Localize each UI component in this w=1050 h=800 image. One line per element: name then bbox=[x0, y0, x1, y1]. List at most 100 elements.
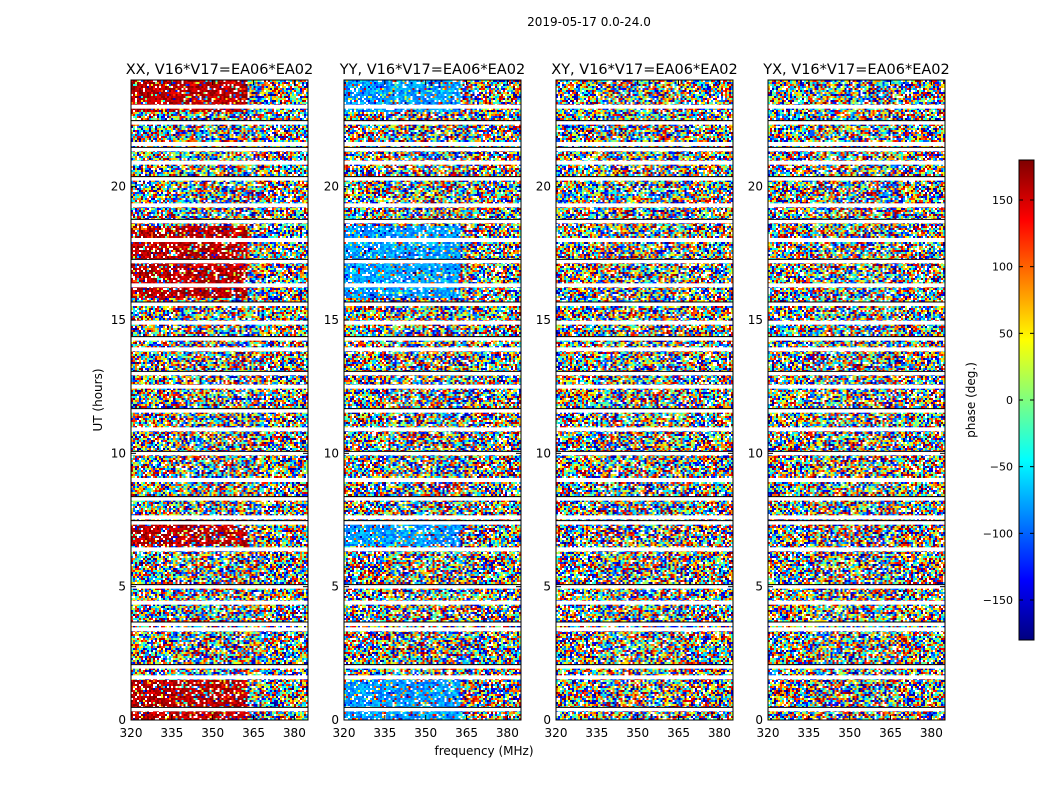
flag-gap bbox=[344, 675, 521, 680]
flag-gap bbox=[768, 675, 945, 680]
flag-gap bbox=[556, 427, 733, 432]
y-tick-label: 0 bbox=[543, 713, 551, 727]
flag-gap bbox=[768, 259, 945, 264]
colorbar-tick-label: 100 bbox=[992, 261, 1013, 274]
flag-gap bbox=[556, 496, 733, 501]
colorbar-label: phase (deg.) bbox=[964, 362, 978, 438]
flag-gap bbox=[131, 520, 308, 525]
y-tick-label: 20 bbox=[111, 180, 126, 194]
flag-gap bbox=[344, 515, 521, 520]
x-tick-label: 335 bbox=[373, 726, 396, 740]
y-tick-label: 5 bbox=[118, 580, 126, 594]
flag-gap bbox=[344, 238, 521, 242]
flag-gap bbox=[556, 371, 733, 376]
flag-gap bbox=[131, 547, 308, 552]
y-tick-label: 15 bbox=[111, 313, 126, 327]
flag-gap bbox=[768, 336, 945, 341]
flag-gap bbox=[344, 622, 521, 626]
panel-4-heatmap bbox=[768, 80, 945, 720]
flag-gap bbox=[131, 347, 308, 352]
flag-gap bbox=[131, 664, 308, 669]
flag-gap bbox=[131, 584, 308, 589]
flag-gap bbox=[768, 384, 945, 389]
panel-3-heatmap bbox=[556, 80, 733, 720]
flag-gap bbox=[768, 302, 945, 306]
x-tick-label: 380 bbox=[283, 726, 306, 740]
flag-gap bbox=[556, 259, 733, 264]
y-tick-label: 10 bbox=[748, 446, 763, 460]
flag-gap bbox=[344, 707, 521, 712]
flag-gap bbox=[556, 515, 733, 520]
y-tick-label: 20 bbox=[536, 180, 551, 194]
flag-gap bbox=[768, 451, 945, 456]
flag-gap bbox=[768, 427, 945, 432]
flag-gap bbox=[131, 120, 308, 125]
flag-gap bbox=[344, 384, 521, 389]
flag-gap bbox=[768, 147, 945, 152]
flag-gap bbox=[768, 584, 945, 589]
flag-gap bbox=[556, 408, 733, 413]
flag-gap bbox=[556, 627, 733, 632]
flag-gap bbox=[768, 120, 945, 125]
flag-gap bbox=[131, 147, 308, 152]
flag-gap bbox=[131, 203, 308, 208]
flag-gap bbox=[768, 176, 945, 181]
colorbar-tick-label: −150 bbox=[983, 594, 1013, 607]
panel-3: XY, V16*V17=EA06*EA02 320 335 350 365 380 0 5 10… bbox=[536, 62, 738, 740]
flag-gap bbox=[556, 120, 733, 125]
figure-title: 2019-05-17 0.0-24.0 bbox=[527, 15, 651, 29]
flag-gap bbox=[344, 347, 521, 352]
y-tick-label: 0 bbox=[118, 713, 126, 727]
flag-gap bbox=[768, 371, 945, 376]
x-axis-label: frequency (MHz) bbox=[434, 744, 533, 758]
flag-gap bbox=[768, 160, 945, 165]
x-tick-label: 320 bbox=[757, 726, 780, 740]
flag-gap bbox=[344, 496, 521, 501]
flag-gap bbox=[344, 104, 521, 109]
x-tick-label: 365 bbox=[242, 726, 265, 740]
flag-gap bbox=[556, 336, 733, 341]
x-tick-label: 365 bbox=[879, 726, 902, 740]
flag-gap bbox=[344, 478, 521, 482]
flag-gap bbox=[344, 142, 521, 146]
flag-gap bbox=[768, 203, 945, 208]
flag-gap bbox=[131, 176, 308, 181]
flag-gap bbox=[556, 384, 733, 389]
flag-gap bbox=[556, 283, 733, 288]
flag-gap bbox=[344, 547, 521, 552]
panel-4-frame bbox=[767, 79, 946, 721]
y-axis-label: UT (hours) bbox=[91, 368, 105, 431]
panel-4: YX, V16*V17=EA06*EA02 320 335 350 365 380 0 5 10… bbox=[748, 62, 950, 740]
x-tick-label: 335 bbox=[797, 726, 820, 740]
x-tick-label: 320 bbox=[545, 726, 568, 740]
flag-gap bbox=[131, 384, 308, 389]
panel-3-title: XY, V16*V17=EA06*EA02 bbox=[551, 62, 737, 78]
colorbar-tick-label: 0 bbox=[1006, 394, 1013, 407]
flag-gap bbox=[131, 627, 308, 632]
flag-gap bbox=[131, 371, 308, 376]
panels-group: XX, V16*V17=EA06*EA02 320 335 350 365 380 0 5 10… bbox=[111, 62, 950, 740]
y-tick-label: 0 bbox=[755, 713, 763, 727]
flag-gap bbox=[344, 176, 521, 181]
flag-gap bbox=[344, 219, 521, 224]
y-tick-label: 10 bbox=[536, 446, 551, 460]
colorbar-tick-label: −100 bbox=[983, 527, 1013, 540]
flag-gap bbox=[131, 707, 308, 712]
panel-1: XX, V16*V17=EA06*EA02 320 335 350 365 380 0 5 10… bbox=[111, 62, 314, 740]
flag-gap bbox=[344, 520, 521, 525]
flag-gap bbox=[556, 302, 733, 306]
flag-gap bbox=[768, 547, 945, 552]
flag-gap bbox=[556, 451, 733, 456]
flag-gap bbox=[344, 600, 521, 605]
flag-gap bbox=[131, 320, 308, 325]
flag-gap bbox=[344, 408, 521, 413]
flag-gap bbox=[768, 520, 945, 525]
flag-gap bbox=[556, 104, 733, 109]
colorbar-tick-label: 50 bbox=[999, 327, 1013, 340]
x-tick-label: 380 bbox=[496, 726, 519, 740]
flag-gap bbox=[344, 664, 521, 669]
flag-gap bbox=[556, 147, 733, 152]
y-tick-label: 5 bbox=[755, 580, 763, 594]
flag-gap bbox=[131, 427, 308, 432]
flag-gap bbox=[768, 707, 945, 712]
